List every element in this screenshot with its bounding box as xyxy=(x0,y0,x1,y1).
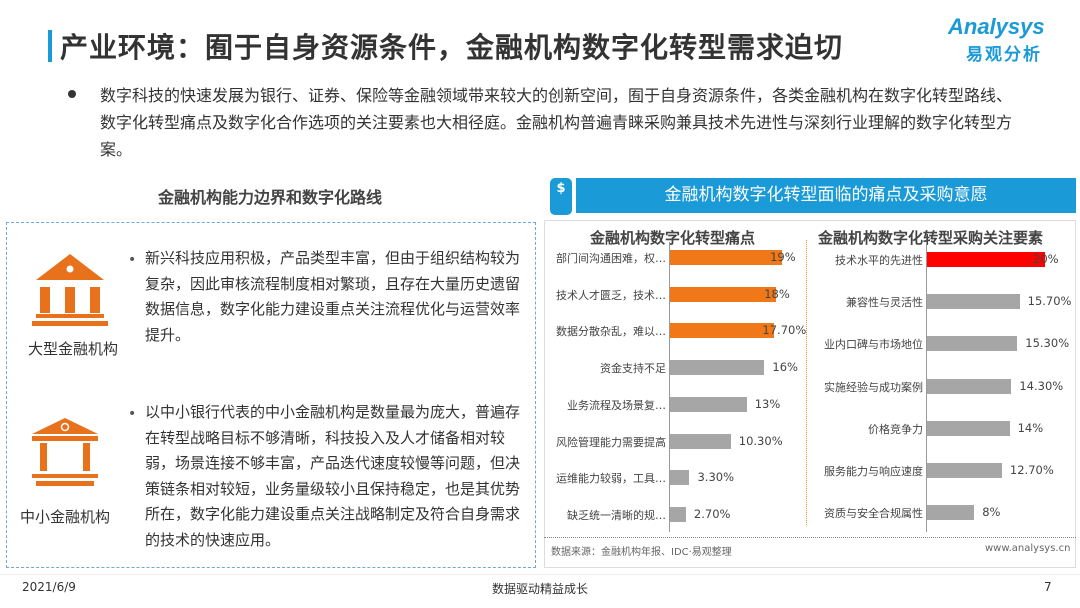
bar-value: 16% xyxy=(772,360,798,375)
bar-value: 12.70% xyxy=(1009,463,1054,477)
bar xyxy=(670,250,783,265)
chart-divider xyxy=(806,240,807,525)
bar-label: 缺乏统一清晰的规… xyxy=(567,508,666,522)
chart-panel xyxy=(544,220,1076,568)
institution-label-small: 中小金融机构 xyxy=(20,508,111,526)
bar-label: 风险管理能力需要提高 xyxy=(556,435,666,449)
chart-axis xyxy=(669,242,670,532)
bar-value: 17.70% xyxy=(762,323,807,338)
bar-value: 3.30% xyxy=(697,470,735,485)
site-url: www.analysys.cn xyxy=(985,543,1071,554)
bar-value: 18% xyxy=(764,286,790,301)
bar xyxy=(927,420,1010,436)
institution-text-small: 以中小银行代表的中小金融机构是数量最为庞大，普遍存在转型战略目标不够清晰，科技投… xyxy=(145,403,521,549)
left-heading: 金融机构能力边界和数字化路线 xyxy=(157,188,382,207)
bar-label: 资质与安全合规属性 xyxy=(824,507,923,521)
bar-label: 实施经验与成功案例 xyxy=(824,380,923,394)
bar xyxy=(670,470,690,486)
bar xyxy=(670,396,747,412)
bank-small-icon xyxy=(32,418,98,486)
bar-label: 服务能力与响应速度 xyxy=(824,465,923,478)
bar-label: 价格竞争力 xyxy=(868,422,923,436)
footer-slogan: 数据驱动精益成长 xyxy=(491,582,588,596)
institution-text-large: 新兴科技应用积极，产品类型丰富，但由于组织结构较为复杂，因此审核流程制度相对繁琐… xyxy=(145,249,521,344)
bar-value: 13% xyxy=(754,396,781,411)
intro-text: 数字科技的快速发展为银行、证券、保险等金融领域带来较大的创新空间，囿于自身资源条… xyxy=(100,86,1013,159)
bar xyxy=(670,433,731,449)
footer-date: 2021/6/9 xyxy=(22,580,76,594)
title-accent-bar xyxy=(48,30,52,62)
chart-title: 金融机构数字化转型痛点 xyxy=(590,229,756,247)
bullet-icon: • xyxy=(128,252,137,268)
logo-cn: 易观分析 xyxy=(966,45,1042,65)
bar xyxy=(927,252,1045,267)
bank-icon xyxy=(32,254,108,326)
bar-label: 技术水平的先进性 xyxy=(835,254,923,267)
bar xyxy=(927,505,975,521)
page-title: 产业环境：囿于自身资源条件，金融机构数字化转型需求迫切 xyxy=(60,31,844,64)
bar-value: 2.70% xyxy=(693,506,731,521)
bar xyxy=(670,286,777,302)
bar xyxy=(927,378,1012,394)
bar-value: 15.30% xyxy=(1025,336,1070,351)
logo-en: Analysys xyxy=(948,14,1045,39)
page-number: 7 xyxy=(1044,580,1052,594)
chart-title: 金融机构数字化转型采购关注要素 xyxy=(818,229,1044,247)
bar-value: 19% xyxy=(770,250,796,264)
bar-label: 资金支持不足 xyxy=(600,362,666,376)
bar-label: 数据分散杂乱，难以… xyxy=(556,325,666,339)
bar-label: 业内口碑与市场地位 xyxy=(824,338,923,352)
dollar-phone-icon: $ xyxy=(550,178,572,215)
bar xyxy=(670,360,765,376)
bar-value: 8% xyxy=(982,505,1001,520)
bar xyxy=(927,463,1002,478)
bar-value: 14% xyxy=(1017,420,1044,435)
bar xyxy=(670,323,775,339)
bar-label: 业务流程及场景复… xyxy=(567,398,666,412)
source-divider xyxy=(544,537,1076,538)
bar-value: 10.30% xyxy=(738,433,783,448)
right-heading: 金融机构数字化转型面临的痛点及采购意愿 xyxy=(576,178,1076,213)
bullet-icon: • xyxy=(128,406,137,422)
bar-label: 运维能力较弱，工具… xyxy=(556,472,666,486)
chart-axis xyxy=(926,242,927,532)
bar-value: 14.30% xyxy=(1019,378,1064,393)
bar-value: 20% xyxy=(1033,252,1059,266)
bar-label: 部门间沟通困难，权… xyxy=(556,252,666,265)
institution-panel xyxy=(6,222,536,568)
data-source: 数据来源：金融机构年报、IDC·易观整理 xyxy=(551,547,732,558)
footer-divider xyxy=(0,574,1080,575)
bar-value: 15.70% xyxy=(1027,294,1072,309)
institution-label-large: 大型金融机构 xyxy=(28,340,119,358)
bullet-icon xyxy=(68,90,76,98)
bar xyxy=(927,336,1018,352)
logo: Analysys 易观分析 xyxy=(948,14,1058,70)
bar xyxy=(670,506,686,522)
bar xyxy=(927,294,1020,310)
bar-label: 兼容性与灵活性 xyxy=(846,296,923,310)
bar-label: 技术人才匮乏，技术… xyxy=(556,288,666,302)
